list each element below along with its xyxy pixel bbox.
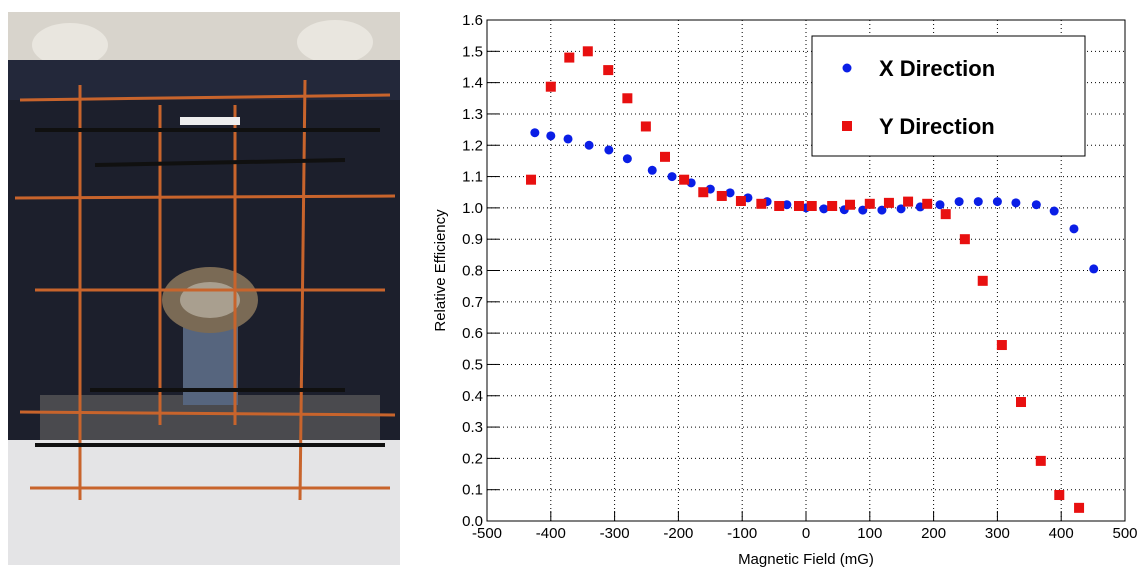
point: [992, 197, 1002, 207]
y-tick-label: 1.1: [462, 169, 483, 186]
point: [603, 65, 614, 76]
point: [545, 81, 556, 92]
point: [959, 234, 970, 245]
point: [698, 187, 709, 198]
point: [1054, 490, 1065, 501]
point: [996, 340, 1007, 351]
point: [622, 93, 633, 104]
x-axis-title: Magnetic Field (mG): [738, 551, 874, 568]
y-tick-label: 0.0: [462, 513, 483, 530]
point: [1089, 264, 1099, 274]
y-tick-label: 0.1: [462, 482, 483, 499]
y-tick-label: 0.2: [462, 450, 483, 467]
point: [640, 121, 651, 132]
point: [903, 196, 914, 207]
y-tick-label: 0.8: [462, 263, 483, 280]
point: [774, 200, 785, 211]
point: [819, 204, 829, 214]
point: [940, 209, 951, 220]
point: [806, 200, 817, 211]
point: [864, 198, 875, 209]
x-tick-label: -400: [536, 525, 566, 542]
point: [584, 140, 594, 150]
point: [530, 128, 540, 138]
point: [1031, 200, 1041, 210]
x-tick-label: 500: [1112, 525, 1137, 542]
y-tick-label: 1.6: [462, 12, 483, 29]
y-tick-label: 0.4: [462, 388, 483, 405]
y-axis-title: Relative Efficiency: [432, 209, 449, 332]
point: [1011, 198, 1021, 208]
y-tick-label: 1.3: [462, 106, 483, 123]
light: [180, 117, 240, 125]
point: [1074, 502, 1085, 513]
point: [546, 131, 556, 141]
point: [735, 195, 746, 206]
point: [756, 198, 767, 209]
point: [782, 200, 792, 210]
x-tick-label: 0: [802, 525, 810, 542]
point: [1035, 455, 1046, 466]
y-tick-label: 0.6: [462, 325, 483, 342]
floor: [8, 440, 400, 565]
point: [922, 198, 933, 209]
y-tick-label: 0.7: [462, 294, 483, 311]
y-tick-label: 0.9: [462, 231, 483, 248]
y-tick-label: 1.0: [462, 200, 483, 217]
frame: [35, 128, 385, 447]
point: [563, 134, 573, 144]
point: [526, 174, 537, 185]
point: [973, 197, 983, 207]
point: [1016, 397, 1027, 408]
legend: X Direction Y Direction: [811, 35, 1086, 157]
point: [622, 154, 632, 164]
x-tick-label: 400: [1049, 525, 1074, 542]
point: [827, 200, 838, 211]
legend-marker: [842, 121, 852, 131]
point: [660, 151, 671, 162]
fan: [32, 23, 108, 67]
point: [1049, 206, 1059, 216]
y-tick-label: 1.2: [462, 137, 483, 154]
point: [667, 172, 677, 182]
x-tick-label: -100: [727, 525, 757, 542]
x-tick-label: 200: [921, 525, 946, 542]
point: [845, 199, 856, 210]
legend-marker: [842, 63, 852, 73]
point: [883, 197, 894, 208]
point: [725, 188, 735, 198]
pmt-reflection: [180, 282, 240, 318]
point: [564, 52, 575, 63]
point: [935, 200, 945, 210]
point: [954, 197, 964, 207]
x-tick-label: 100: [857, 525, 882, 542]
y-tick-label: 1.5: [462, 43, 483, 60]
point: [647, 165, 657, 175]
plot-frame: [486, 19, 1126, 522]
y-tick-label: 0.5: [462, 356, 483, 373]
chart: -500 -400 -300 -200 -100 0 100 200 300 400 500 0.0 0…: [432, 12, 1138, 568]
x-tick-label: -200: [663, 525, 693, 542]
x-tick-label: -500: [472, 525, 502, 542]
x-tick-label: -300: [600, 525, 630, 542]
point: [679, 174, 690, 185]
point: [716, 190, 727, 201]
y-tick-label: 0.3: [462, 419, 483, 436]
photo: [8, 12, 400, 565]
legend-label: Y Direction: [879, 114, 995, 139]
point: [977, 275, 988, 286]
fan: [297, 20, 373, 64]
point: [793, 200, 804, 211]
point: [1069, 224, 1079, 234]
x-tick-label: 300: [985, 525, 1010, 542]
coils: [14, 79, 396, 501]
point: [604, 145, 614, 155]
cloth: [8, 60, 400, 100]
point: [582, 46, 593, 57]
legend-label: X Direction: [879, 56, 995, 81]
legend-box: [811, 35, 1086, 157]
y-tick-label: 1.4: [462, 75, 483, 92]
